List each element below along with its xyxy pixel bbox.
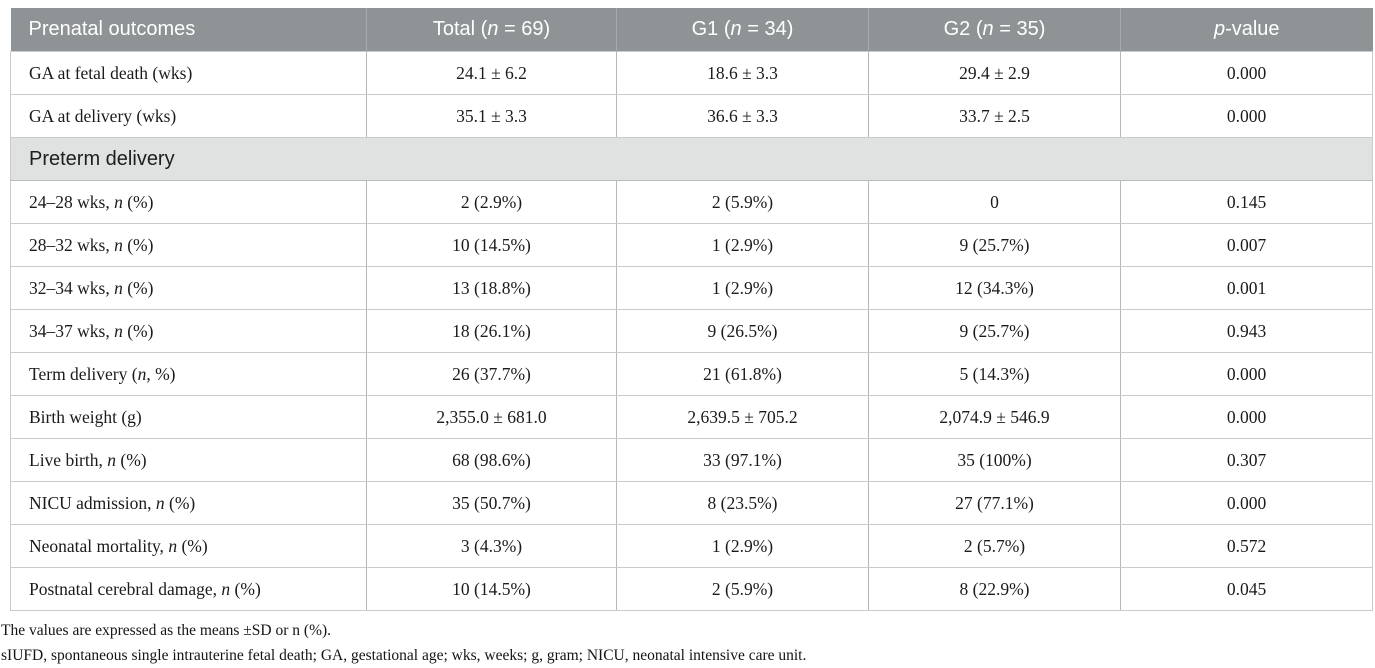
value-cell: 10 (14.5%) xyxy=(366,223,617,267)
column-header-g2: G2 (n = 35) xyxy=(868,8,1121,52)
value-cell: 2,639.5 ± 705.2 xyxy=(616,395,869,439)
row-label-cell: GA at delivery (wks) xyxy=(10,94,367,138)
value-cell: 36.6 ± 3.3 xyxy=(616,94,869,138)
value-cell: 27 (77.1%) xyxy=(868,481,1121,525)
table-row: GA at fetal death (wks) 24.1 ± 6.2 18.6 ± … xyxy=(10,51,1373,95)
value-cell: 8 (23.5%) xyxy=(616,481,869,525)
value-cell: 0.000 xyxy=(1120,94,1373,138)
value-cell: 1 (2.9%) xyxy=(616,524,869,568)
section-header-cell: Preterm delivery xyxy=(10,137,1373,181)
column-header-total: Total (n = 69) xyxy=(366,8,617,52)
value-cell: 1 (2.9%) xyxy=(616,266,869,310)
row-label-cell: Birth weight (g) xyxy=(10,395,367,439)
table-row: 28–32 wks, n (%) 10 (14.5%) 1 (2.9%) 9 (25.… xyxy=(10,223,1373,267)
value-cell: 35 (100%) xyxy=(868,438,1121,482)
table-row: NICU admission, n (%) 35 (50.7%) 8 (23.5%)… xyxy=(10,481,1373,525)
column-header-g1: G1 (n = 34) xyxy=(616,8,869,52)
value-cell: 18 (26.1%) xyxy=(366,309,617,353)
row-label-cell: 24–28 wks, n (%) xyxy=(10,180,367,224)
value-cell: 2 (5.9%) xyxy=(616,567,869,611)
value-cell: 0.000 xyxy=(1120,481,1373,525)
table-footnotes: The values are expressed as the means ±S… xyxy=(0,618,1375,668)
row-label-cell: Term delivery (n, %) xyxy=(10,352,367,396)
table-row: Neonatal mortality, n (%) 3 (4.3%) 1 (2.9%… xyxy=(10,524,1373,568)
value-cell: 0.145 xyxy=(1120,180,1373,224)
value-cell: 2 (5.9%) xyxy=(616,180,869,224)
value-cell: 2,355.0 ± 681.0 xyxy=(366,395,617,439)
value-cell: 3 (4.3%) xyxy=(366,524,617,568)
value-cell: 0.045 xyxy=(1120,567,1373,611)
value-cell: 29.4 ± 2.9 xyxy=(868,51,1121,95)
value-cell: 12 (34.3%) xyxy=(868,266,1121,310)
row-label-cell: 32–34 wks, n (%) xyxy=(10,266,367,310)
value-cell: 0.000 xyxy=(1120,51,1373,95)
value-cell: 8 (22.9%) xyxy=(868,567,1121,611)
value-cell: 1 (2.9%) xyxy=(616,223,869,267)
section-row: Preterm delivery xyxy=(10,137,1373,181)
row-label-cell: NICU admission, n (%) xyxy=(10,481,367,525)
table-row: Term delivery (n, %) 26 (37.7%) 21 (61.8%)… xyxy=(10,352,1373,396)
table-row: Birth weight (g) 2,355.0 ± 681.0 2,639.5 ±… xyxy=(10,395,1373,439)
prenatal-outcomes-table: Prenatal outcomes Total (n = 69) G1 (n =… xyxy=(10,8,1373,611)
row-label-cell: Live birth, n (%) xyxy=(10,438,367,482)
table-row: 34–37 wks, n (%) 18 (26.1%) 9 (26.5%) 9 (25… xyxy=(10,309,1373,353)
value-cell: 0.943 xyxy=(1120,309,1373,353)
value-cell: 18.6 ± 3.3 xyxy=(616,51,869,95)
value-cell: 5 (14.3%) xyxy=(868,352,1121,396)
table-row: 24–28 wks, n (%) 2 (2.9%) 2 (5.9%) 0 0.145 xyxy=(10,180,1373,224)
value-cell: 0.307 xyxy=(1120,438,1373,482)
column-header-prenatal-outcomes: Prenatal outcomes xyxy=(10,8,367,52)
value-cell: 2 (5.7%) xyxy=(868,524,1121,568)
header-row: Prenatal outcomes Total (n = 69) G1 (n =… xyxy=(10,8,1373,52)
value-cell: 0 xyxy=(868,180,1121,224)
table-body: GA at fetal death (wks) 24.1 ± 6.2 18.6 ± … xyxy=(10,51,1373,611)
row-label-cell: 34–37 wks, n (%) xyxy=(10,309,367,353)
value-cell: 9 (26.5%) xyxy=(616,309,869,353)
value-cell: 0.007 xyxy=(1120,223,1373,267)
value-cell: 9 (25.7%) xyxy=(868,309,1121,353)
table-row: GA at delivery (wks) 35.1 ± 3.3 36.6 ± 3.3… xyxy=(10,94,1373,138)
value-cell: 33 (97.1%) xyxy=(616,438,869,482)
column-header-p-value: p-value xyxy=(1120,8,1373,52)
table-row: 32–34 wks, n (%) 13 (18.8%) 1 (2.9%) 12 (34… xyxy=(10,266,1373,310)
value-cell: 26 (37.7%) xyxy=(366,352,617,396)
table-row: Postnatal cerebral damage, n (%) 10 (14.5… xyxy=(10,567,1373,611)
row-label-cell: GA at fetal death (wks) xyxy=(10,51,367,95)
value-cell: 10 (14.5%) xyxy=(366,567,617,611)
value-cell: 24.1 ± 6.2 xyxy=(366,51,617,95)
table-header: Prenatal outcomes Total (n = 69) G1 (n =… xyxy=(10,8,1373,52)
value-cell: 35 (50.7%) xyxy=(366,481,617,525)
footnote-abbreviations: sIUFD, spontaneous single intrauterine f… xyxy=(1,647,807,664)
row-label-cell: Postnatal cerebral damage, n (%) xyxy=(10,567,367,611)
footnote-means-sd: The values are expressed as the means ±S… xyxy=(1,622,332,639)
prenatal-outcomes-table-container: Prenatal outcomes Total (n = 69) G1 (n =… xyxy=(10,8,1373,611)
value-cell: 0.001 xyxy=(1120,266,1373,310)
value-cell: 9 (25.7%) xyxy=(868,223,1121,267)
row-label-cell: Neonatal mortality, n (%) xyxy=(10,524,367,568)
table-row: Live birth, n (%) 68 (98.6%) 33 (97.1%) 35 … xyxy=(10,438,1373,482)
value-cell: 0.000 xyxy=(1120,352,1373,396)
value-cell: 35.1 ± 3.3 xyxy=(366,94,617,138)
value-cell: 2,074.9 ± 546.9 xyxy=(868,395,1121,439)
row-label-cell: 28–32 wks, n (%) xyxy=(10,223,367,267)
value-cell: 2 (2.9%) xyxy=(366,180,617,224)
value-cell: 21 (61.8%) xyxy=(616,352,869,396)
value-cell: 0.000 xyxy=(1120,395,1373,439)
value-cell: 13 (18.8%) xyxy=(366,266,617,310)
value-cell: 0.572 xyxy=(1120,524,1373,568)
value-cell: 33.7 ± 2.5 xyxy=(868,94,1121,138)
value-cell: 68 (98.6%) xyxy=(366,438,617,482)
